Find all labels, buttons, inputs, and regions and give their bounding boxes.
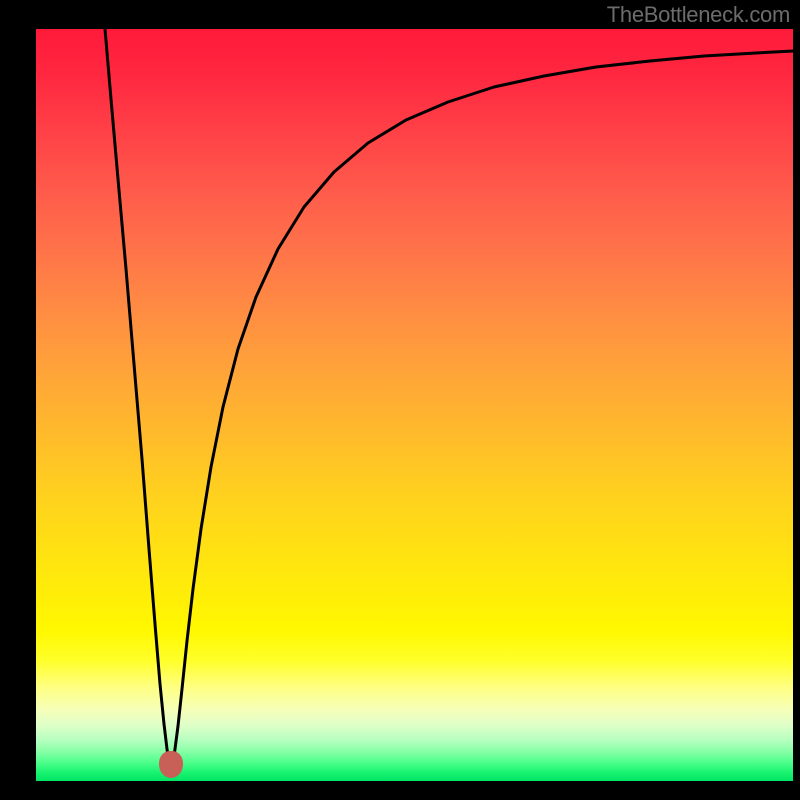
- bottleneck-curve: [36, 29, 793, 781]
- curve-path: [105, 29, 793, 769]
- plot-area: [36, 29, 793, 781]
- chart-container: TheBottleneck.com: [0, 0, 800, 800]
- optimal-marker: [159, 751, 183, 778]
- watermark-text: TheBottleneck.com: [607, 2, 790, 28]
